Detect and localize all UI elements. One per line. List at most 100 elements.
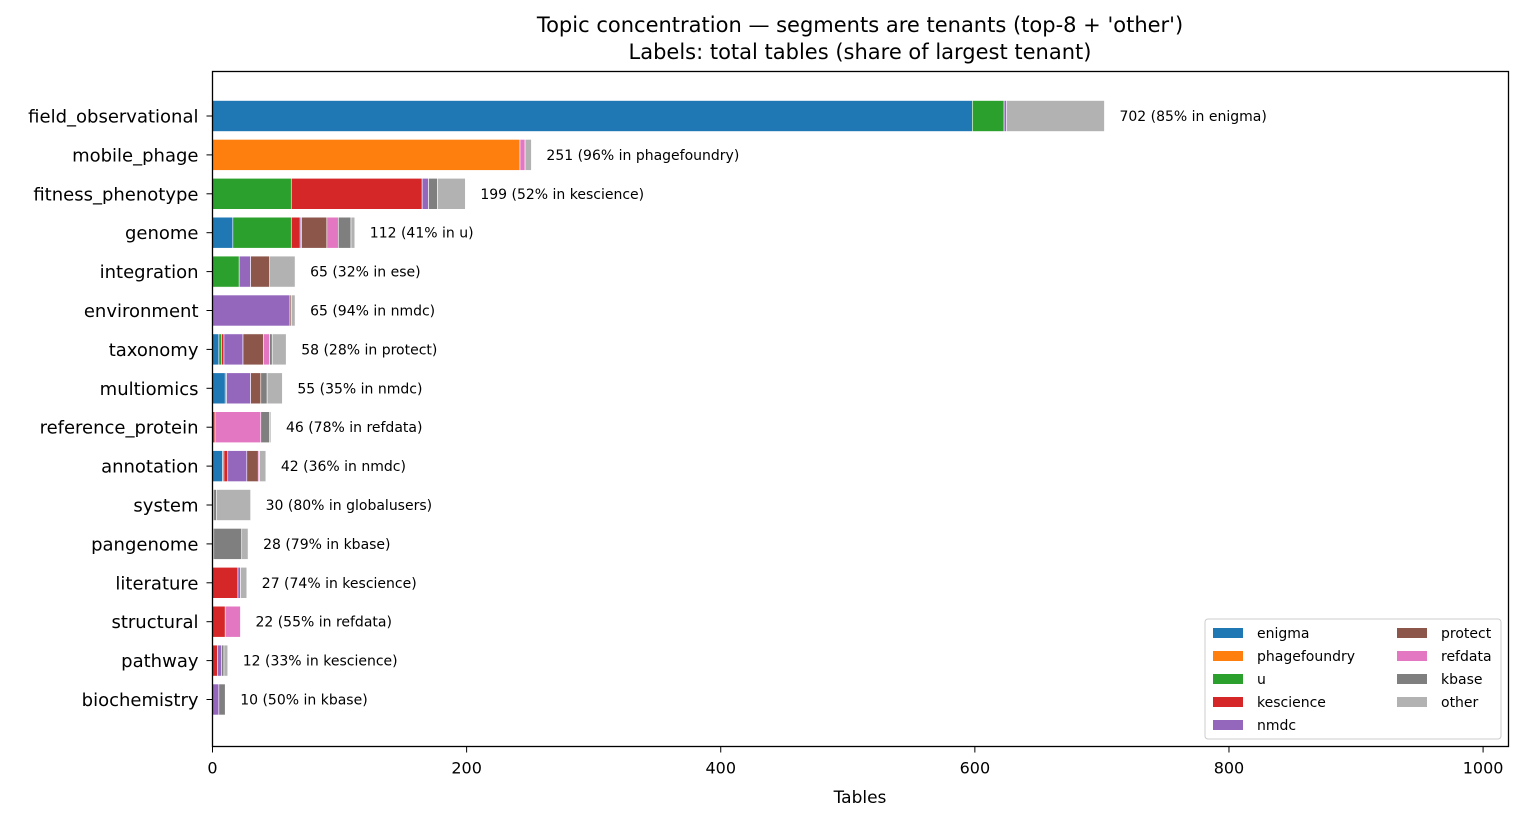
- legend-swatch-other: [1397, 697, 1427, 707]
- bar-segment-mobile_phage-phagefoundry: [212, 139, 521, 171]
- bar-segment-taxonomy-protect: [242, 333, 264, 366]
- bar-segment-annotation-kescience: [223, 450, 229, 482]
- bar-segment-system-other: [216, 489, 251, 521]
- category-label-mobile_phage: mobile_phage: [72, 145, 198, 166]
- bar-segment-taxonomy-kescience: [221, 333, 225, 366]
- legend-label-enigma: enigma: [1257, 626, 1309, 642]
- bar-segment-pathway-kescience: [212, 644, 218, 677]
- legend-swatch-kescience: [1213, 697, 1243, 707]
- bar-segment-reference_protein-refdata: [214, 411, 262, 444]
- bar-segment-field_observational-other: [1006, 100, 1105, 132]
- bar-total-label-mobile_phage: 251 (96% in phagefoundry): [546, 148, 739, 164]
- legend-swatch-nmdc: [1213, 720, 1243, 730]
- bar-total-label-pangenome: 28 (79% in kbase): [263, 537, 390, 553]
- bar-segment-annotation-enigma: [212, 450, 223, 482]
- x-tick-label-600: 600: [960, 759, 991, 778]
- bar-segment-reference_protein-other: [269, 411, 272, 444]
- bar-segment-field_observational-u: [972, 100, 1005, 132]
- bar-segment-environment-other: [290, 294, 296, 327]
- bar-total-label-multiomics: 55 (35% in nmdc): [297, 381, 422, 397]
- bar-total-label-structural: 22 (55% in refdata): [255, 615, 392, 631]
- x-tick-label-0: 0: [207, 759, 217, 778]
- bar-segment-pangenome-other: [241, 528, 249, 560]
- bar-total-label-literature: 27 (74% in kescience): [262, 576, 417, 592]
- bar-segment-taxonomy-u: [218, 333, 222, 366]
- bar-segment-genome-kescience: [290, 216, 301, 249]
- legend-label-u: u: [1257, 672, 1266, 688]
- bar-total-label-field_observational: 702 (85% in enigma): [1119, 109, 1266, 125]
- bar-segment-field_observational-enigma: [212, 100, 973, 132]
- legend-box: [1204, 618, 1502, 740]
- bar-segment-integration-protect: [250, 255, 270, 288]
- bars-layer: [212, 100, 1105, 716]
- legend-swatch-enigma: [1213, 628, 1243, 638]
- bar-segment-pathway-nmdc: [217, 644, 222, 677]
- category-label-structural: structural: [111, 612, 198, 633]
- category-label-system: system: [133, 496, 198, 517]
- bar-total-label-reference_protein: 46 (78% in refdata): [286, 420, 423, 436]
- bar-segment-annotation-other: [259, 450, 267, 482]
- legend: enigma phagefoundry u kescience nmdc protect r…: [1204, 618, 1502, 740]
- bar-segment-fitness_phenotype-kbase: [428, 178, 438, 210]
- x-axis-title: Tables: [833, 788, 887, 808]
- bar-segment-genome-protect: [301, 216, 328, 249]
- bar-total-label-biochemistry: 10 (50% in kbase): [240, 693, 367, 709]
- bar-segment-fitness_phenotype-u: [212, 178, 292, 210]
- legend-label-kescience: kescience: [1257, 695, 1326, 711]
- category-label-pathway: pathway: [121, 651, 199, 672]
- bar-segment-pathway-kbase: [221, 644, 225, 677]
- x-tick-label-800: 800: [1214, 759, 1245, 778]
- legend-swatch-phagefoundry: [1213, 651, 1243, 661]
- bar-segment-biochemistry-kbase: [218, 683, 226, 716]
- x-tick-label-400: 400: [705, 759, 736, 778]
- bar-segment-taxonomy-kbase: [269, 333, 273, 366]
- bar-total-label-pathway: 12 (33% in kescience): [243, 654, 398, 670]
- bar-segment-multiomics-enigma: [212, 372, 226, 405]
- bar-segment-fitness_phenotype-nmdc: [421, 178, 429, 210]
- bar-segment-taxonomy-refdata: [263, 333, 270, 366]
- bar-segment-taxonomy-enigma: [212, 333, 220, 366]
- bar-segment-literature-kescience: [212, 566, 239, 599]
- bar-total-label-system: 30 (80% in globalusers): [266, 498, 433, 514]
- bar-segment-pangenome-kbase: [213, 528, 243, 560]
- legend-label-protect: protect: [1441, 626, 1492, 642]
- legend-label-refdata: refdata: [1441, 649, 1492, 665]
- bar-segment-fitness_phenotype-kescience: [290, 178, 423, 210]
- bar-segment-literature-other: [240, 566, 248, 599]
- bar-segment-pathway-other: [223, 644, 229, 677]
- x-tick-label-200: 200: [451, 759, 482, 778]
- bar-segment-integration-u: [212, 255, 240, 288]
- bar-total-label-taxonomy: 58 (28% in protect): [301, 342, 437, 358]
- bar-segment-mobile_phage-refdata: [519, 139, 526, 171]
- bar-segment-genome-kbase: [337, 216, 352, 249]
- category-label-field_observational: field_observational: [28, 107, 198, 128]
- legend-label-other: other: [1441, 695, 1479, 711]
- bar-segment-integration-nmdc: [238, 255, 251, 288]
- chart-title: Topic concentration — segments are tenan…: [536, 13, 1183, 37]
- bar-segment-genome-u: [232, 216, 292, 249]
- bar-segment-biochemistry-nmdc: [212, 683, 220, 716]
- legend-label-nmdc: nmdc: [1257, 718, 1296, 734]
- bar-segment-structural-refdata: [224, 605, 241, 638]
- bar-segment-taxonomy-other: [271, 333, 287, 366]
- bar-segment-system-kbase: [213, 489, 217, 521]
- bar-segment-genome-enigma: [212, 216, 234, 249]
- bar-segment-mobile_phage-other: [524, 139, 532, 171]
- category-label-literature: literature: [115, 573, 198, 594]
- legend-swatch-protect: [1397, 628, 1427, 638]
- category-label-environment: environment: [84, 301, 199, 322]
- category-label-pangenome: pangenome: [91, 534, 198, 555]
- bar-segment-integration-other: [269, 255, 296, 288]
- category-labels: field_observational mobile_phage fitness_p…: [28, 107, 213, 711]
- bar-segment-annotation-nmdc: [227, 450, 248, 482]
- bar-segment-environment-nmdc: [212, 294, 291, 327]
- bar-segment-fitness_phenotype-other: [437, 178, 466, 210]
- bar-segment-field_observational-nmdc: [1003, 100, 1007, 132]
- category-label-annotation: annotation: [101, 457, 198, 478]
- bar-segment-multiomics-protect: [250, 372, 262, 405]
- chart-subtitle: Labels: total tables (share of largest t…: [629, 40, 1092, 64]
- x-axis-ticks: 0 200 400 600 800 1000: [207, 746, 1503, 778]
- bar-total-label-integration: 65 (32% in ese): [310, 265, 421, 281]
- category-label-multiomics: multiomics: [100, 379, 199, 400]
